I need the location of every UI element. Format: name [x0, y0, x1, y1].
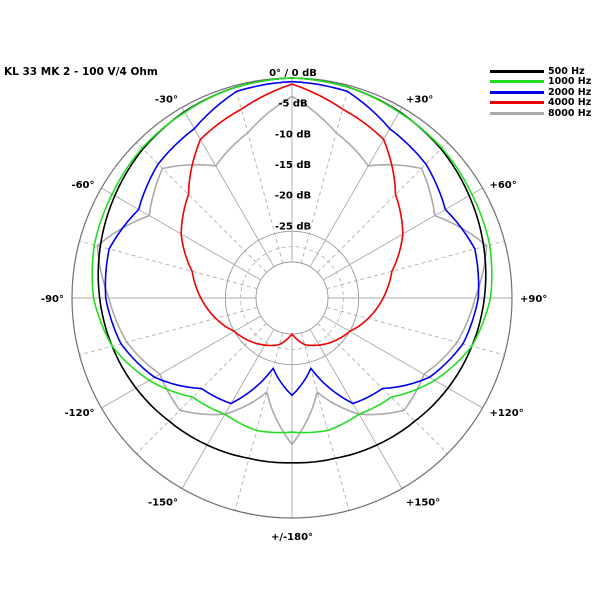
radial-line	[136, 142, 267, 273]
radial-line	[317, 142, 448, 273]
angle-label: +150°	[406, 497, 440, 508]
angle-label: +30°	[406, 95, 433, 106]
angle-label: +60°	[489, 180, 516, 191]
axis-labels: 0° / 0 dB -5 dB -10 dB -15 dB -20 dB -25 dB +3…	[41, 68, 547, 543]
major-ring	[255, 261, 329, 335]
legend-label: 8000 Hz	[548, 107, 592, 119]
legend: 500 Hz 1000 Hz 2000 Hz 4000 Hz 8000 Hz	[490, 66, 598, 119]
angle-label: -90°	[41, 294, 64, 305]
legend-swatch	[490, 111, 544, 115]
series-line-4000hz	[180, 83, 404, 347]
radial-line	[181, 107, 275, 268]
legend-swatch	[490, 101, 544, 105]
chart-title: KL 33 MK 2 - 100 V/4 Ohm	[4, 66, 158, 78]
legend-label: 1000 Hz	[548, 76, 592, 88]
legend-swatch	[490, 90, 544, 94]
radial-line	[300, 85, 350, 264]
radial-tick-label: -10 dB	[275, 129, 311, 140]
series-line-1000hz	[91, 77, 493, 434]
legend-item-1000hz: 1000 Hz	[490, 76, 598, 88]
angle-label: -120°	[65, 408, 95, 419]
radial-tick-label: -20 dB	[275, 191, 311, 202]
radial-tick-label: -5 dB	[278, 99, 307, 110]
angle-label: +120°	[489, 408, 523, 419]
legend-label: 4000 Hz	[548, 97, 592, 109]
legend-item-4000hz: 4000 Hz	[490, 97, 598, 109]
radial-line	[234, 332, 284, 511]
radial-line	[79, 240, 258, 290]
radial-line	[181, 328, 275, 489]
angle-label: -150°	[148, 497, 178, 508]
legend-item-2000hz: 2000 Hz	[490, 87, 598, 98]
legend-item-500hz: 500 Hz	[490, 66, 598, 77]
radial-line	[326, 306, 505, 356]
angle-label: -60°	[71, 180, 94, 191]
radial-tick-label: -25 dB	[275, 221, 311, 232]
radial-line	[309, 107, 403, 268]
radial-tick-label: 0° / 0 dB	[269, 68, 317, 79]
radial-line	[309, 328, 403, 489]
radial-tick-label: -15 dB	[275, 160, 311, 171]
polar-grid	[71, 77, 513, 519]
legend-swatch	[490, 80, 544, 84]
legend-swatch	[490, 69, 544, 73]
angle-label: +90°	[520, 294, 547, 305]
angle-label: +/-180°	[271, 532, 313, 543]
angle-label: -30°	[155, 95, 178, 106]
series-line-8000hz	[96, 95, 488, 446]
radial-line	[300, 332, 350, 511]
legend-item-8000hz: 8000 Hz	[490, 108, 598, 119]
series-group	[91, 77, 493, 464]
radial-line	[79, 306, 258, 356]
radial-line	[234, 85, 284, 264]
legend-label: 500 Hz	[548, 65, 585, 77]
series-line-2000hz	[104, 80, 480, 405]
radial-line	[326, 240, 505, 290]
legend-label: 2000 Hz	[548, 86, 592, 98]
